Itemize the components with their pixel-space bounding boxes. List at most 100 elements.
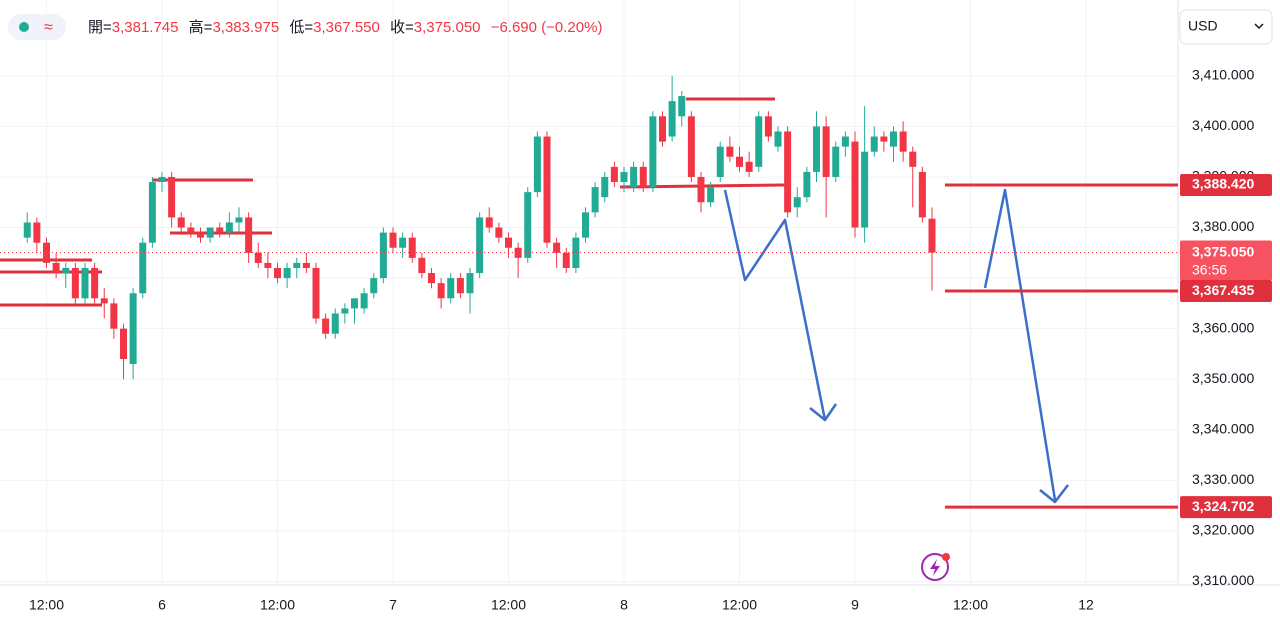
candle-body <box>601 176 609 198</box>
candle-body <box>437 283 445 299</box>
x-tick-label: 12:00 <box>722 597 757 613</box>
legend-label: 高= <box>189 19 213 36</box>
arrow-head <box>809 403 838 422</box>
candle-body <box>543 136 551 243</box>
last-price-box <box>1180 240 1272 281</box>
candle-body <box>139 242 147 294</box>
candle-body <box>466 273 474 294</box>
last-price-label: 3,375.050 <box>1192 243 1254 259</box>
candle-body <box>100 298 108 304</box>
candle-body <box>52 262 60 274</box>
candle-body <box>418 257 426 274</box>
level-label: 3,367.435 <box>1192 282 1254 298</box>
x-tick-label: 6 <box>158 597 166 613</box>
candle-body <box>649 116 657 188</box>
candle-body <box>216 227 224 233</box>
y-tick-label: 3,350.000 <box>1192 370 1254 386</box>
candle-body <box>870 136 878 152</box>
arrow-path <box>983 188 1057 501</box>
candle-body <box>245 217 253 253</box>
candle-body <box>302 262 310 268</box>
candle-body <box>822 126 830 177</box>
y-tick-label: 3,340.000 <box>1192 420 1254 436</box>
dropdown-caret <box>1254 23 1264 30</box>
candle-body <box>428 273 435 284</box>
candle-body <box>379 232 387 279</box>
candle-body <box>909 151 917 167</box>
candle-body <box>697 176 705 203</box>
candle-body <box>197 232 204 238</box>
candle-body <box>495 227 503 238</box>
candle-body <box>784 131 792 213</box>
candle-body <box>630 166 638 188</box>
candle-body <box>110 303 118 329</box>
legend-change: −6.690 (−0.20%) <box>491 19 603 36</box>
candle-body <box>293 262 301 268</box>
candle-body <box>861 151 869 228</box>
candle-body <box>755 116 763 167</box>
alert-icon[interactable] <box>921 553 950 581</box>
level-label: 3,388.420 <box>1192 176 1254 192</box>
candle-body <box>928 218 936 253</box>
level-box <box>1180 173 1272 196</box>
x-tick-label: 12:00 <box>491 597 526 613</box>
overlay: 3,375.050 36:56 3,388.420 3,367.435 3,324.70… <box>0 173 1272 519</box>
y-tick-label: 3,330.000 <box>1192 471 1254 487</box>
y-tick-label: 3,410.000 <box>1192 67 1254 83</box>
candle-body <box>678 96 686 117</box>
status-dot <box>19 22 29 32</box>
candle-body <box>572 237 580 268</box>
countdown-label: 36:56 <box>1192 261 1227 277</box>
candle-body <box>813 126 820 172</box>
currency-select[interactable]: USD <box>1179 9 1273 45</box>
candle-body <box>505 237 512 248</box>
candle-body <box>360 293 368 309</box>
candle-body <box>235 217 243 223</box>
candle-body <box>168 176 176 218</box>
legend-label: 低= <box>289 19 313 36</box>
y-tick-label: 3,360.000 <box>1192 319 1254 335</box>
legend-value: 3,383.975 <box>212 19 279 36</box>
legend-label: 收= <box>390 19 414 36</box>
legend-value: 3,367.550 <box>313 19 380 36</box>
candle-body <box>254 252 262 263</box>
y-tick-label: 3,320.000 <box>1192 522 1254 538</box>
candle-body <box>668 101 676 137</box>
candle-body <box>187 227 195 233</box>
currency-label[interactable]: USD <box>1188 18 1218 34</box>
x-tick-label: 8 <box>620 597 628 613</box>
projection-arrows <box>723 188 1069 504</box>
candle-body <box>456 278 464 294</box>
icon-badge <box>942 553 950 561</box>
candle-body <box>206 227 214 238</box>
candle-body <box>764 116 772 137</box>
level-label: 3,324.702 <box>1192 498 1254 514</box>
candle-body <box>23 222 31 238</box>
candle-body <box>582 212 589 238</box>
y-tick-label: 3,380.000 <box>1192 218 1254 234</box>
candle-body <box>485 217 493 228</box>
candle-body <box>351 298 358 309</box>
candle-body <box>774 131 782 147</box>
candle-body <box>851 141 859 228</box>
currency-button[interactable] <box>1179 9 1273 45</box>
candle-body <box>899 131 907 152</box>
candle-body <box>447 278 455 299</box>
candle-body <box>562 252 570 268</box>
legend-value: 3,381.745 <box>112 19 179 36</box>
candle-body <box>71 267 79 299</box>
candle-body <box>639 166 647 188</box>
candle-body <box>225 222 233 233</box>
candle-body <box>687 116 695 177</box>
candle-body <box>476 217 484 274</box>
candle-body <box>793 197 801 208</box>
x-tick-label: 12:00 <box>260 597 295 613</box>
candle-body <box>312 267 320 319</box>
candle-body <box>274 267 281 279</box>
candle-body <box>553 242 561 253</box>
level-box <box>1180 496 1272 519</box>
candle-body <box>408 237 416 258</box>
candle-body <box>177 217 185 228</box>
